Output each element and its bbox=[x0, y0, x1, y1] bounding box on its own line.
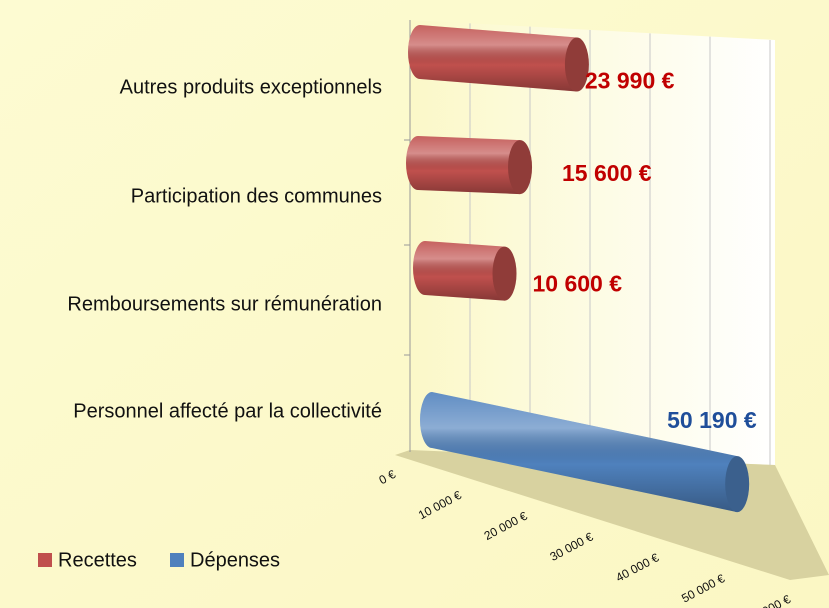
bar-end-shade bbox=[492, 246, 517, 301]
category-label: Participation des communes bbox=[131, 185, 382, 207]
bar-end-shade bbox=[564, 37, 589, 92]
bar-shade bbox=[406, 136, 521, 195]
bar-shade bbox=[413, 241, 505, 301]
category-label: Remboursements sur rémunération bbox=[67, 293, 382, 315]
legend-label: Dépenses bbox=[190, 549, 280, 571]
legend-swatch bbox=[38, 553, 52, 567]
bar-shade bbox=[420, 392, 738, 513]
bar-end bbox=[564, 37, 589, 92]
bar-shade bbox=[408, 25, 577, 92]
value-label: 15 600 € bbox=[562, 160, 652, 186]
bar-end-shade bbox=[725, 456, 750, 513]
back-wall bbox=[410, 20, 775, 465]
bar-end bbox=[492, 246, 517, 301]
value-label: 50 190 € bbox=[667, 407, 757, 433]
bar-end bbox=[725, 456, 750, 513]
bar-end-shade bbox=[508, 140, 533, 195]
category-label: Personnel affecté par la collectivité bbox=[73, 400, 382, 422]
value-label: 10 600 € bbox=[533, 271, 623, 297]
legend-swatch bbox=[170, 553, 184, 567]
legend-label: Recettes bbox=[58, 549, 137, 571]
value-label: 23 990 € bbox=[585, 68, 675, 94]
bar-end bbox=[508, 140, 533, 195]
category-label: Autres produits exceptionnels bbox=[120, 76, 382, 98]
